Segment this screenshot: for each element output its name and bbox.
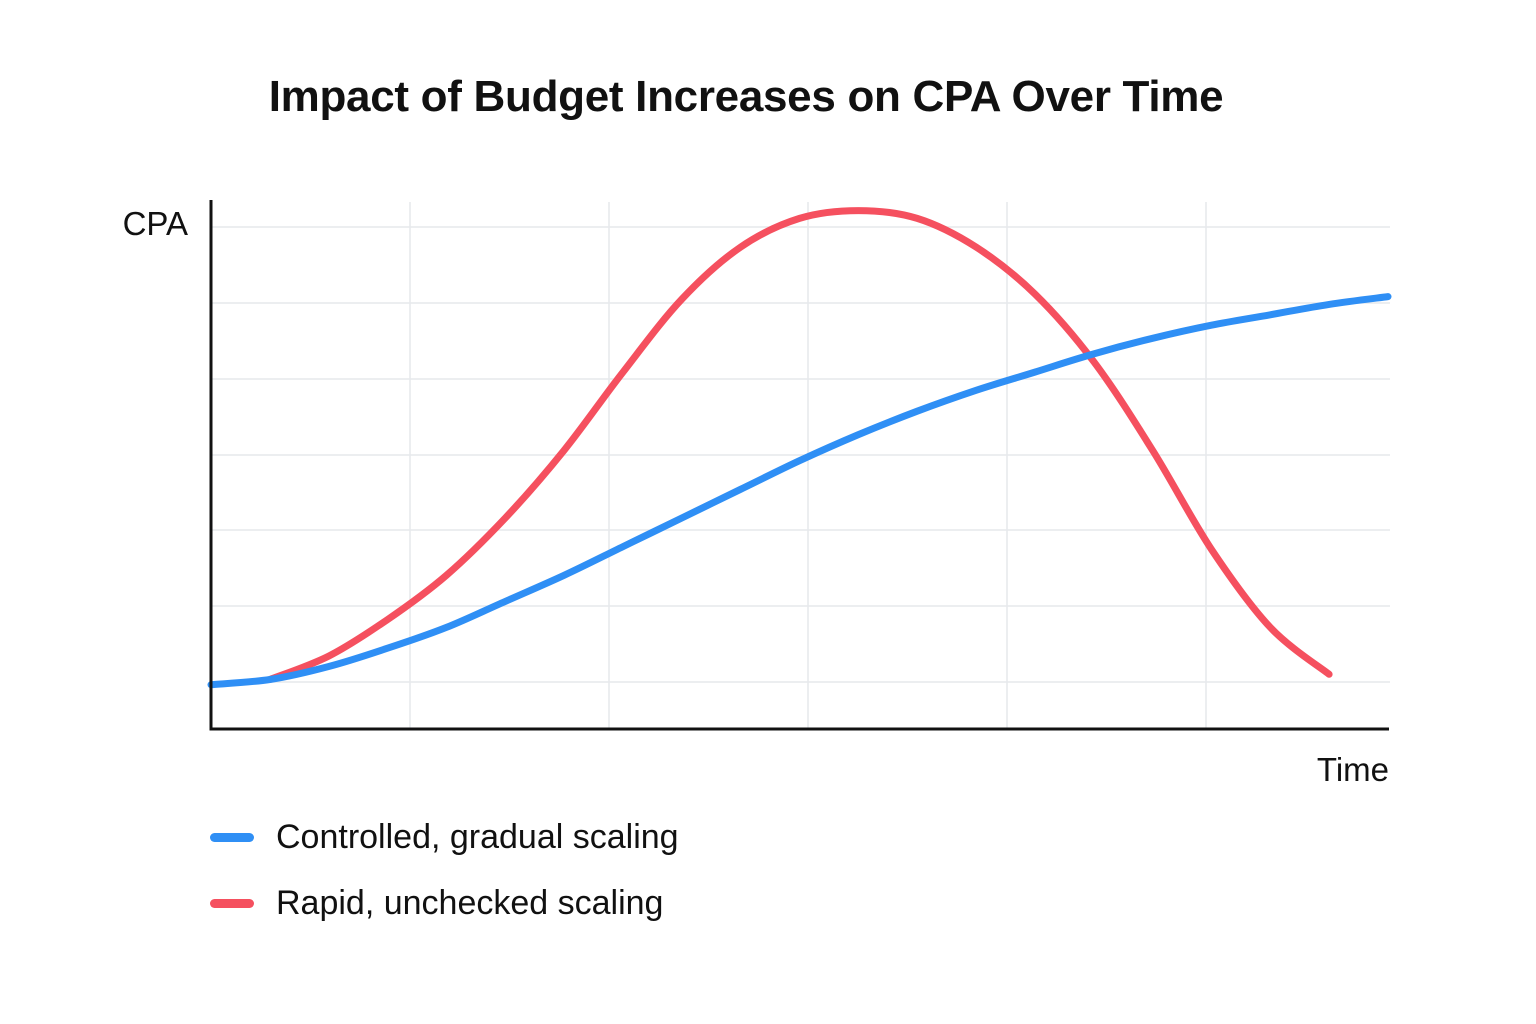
legend-label-controlled: Controlled, gradual scaling [276,817,679,856]
chart-title: Impact of Budget Increases on CPA Over T… [268,72,1224,121]
series-line-rapid [266,207,1333,683]
series-line-controlled [207,293,1392,689]
grid-lines [211,202,1390,729]
legend-swatch-controlled [210,832,254,842]
legend-item-controlled: Controlled, gradual scaling [210,812,679,862]
legend-label-rapid: Rapid, unchecked scaling [276,883,664,922]
series-lines [207,207,1392,689]
legend: Controlled, gradual scaling Rapid, unche… [210,812,679,944]
x-axis-label: Time [1317,751,1389,788]
legend-item-rapid: Rapid, unchecked scaling [210,878,679,928]
legend-swatch-rapid [210,898,254,908]
y-axis-label: CPA [123,205,188,242]
